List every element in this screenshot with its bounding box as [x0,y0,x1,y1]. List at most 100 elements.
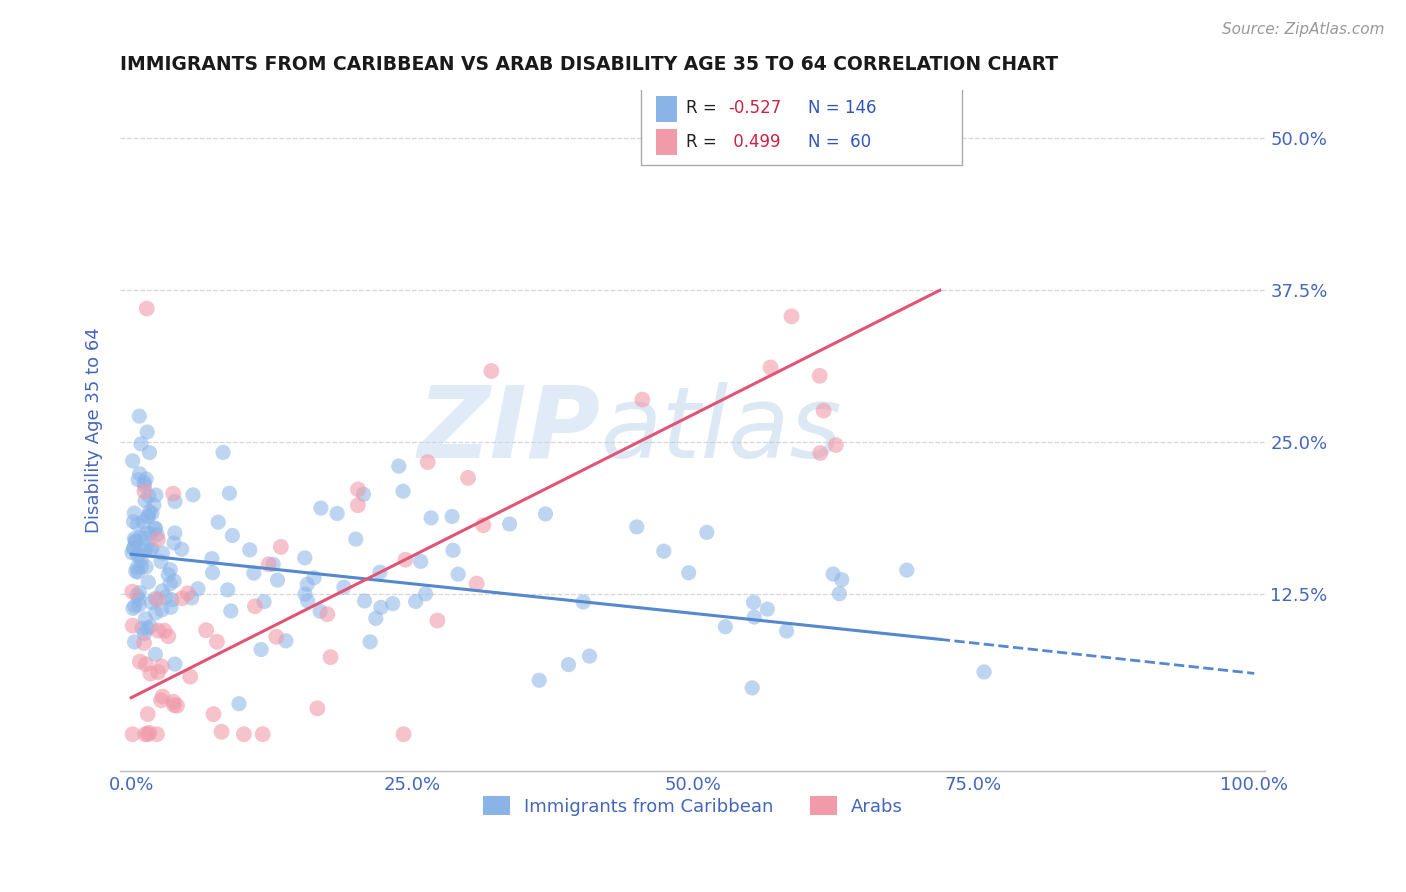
Point [132,636,155,650]
Point [128,548,150,562]
Point [828,587,851,601]
Point [128,585,150,599]
Point [714,620,737,634]
Point [696,525,718,540]
Point [202,707,225,722]
Point [124,599,146,613]
Point [152,690,174,704]
Point [136,425,159,439]
Point [307,701,329,715]
Point [252,727,274,741]
Point [678,566,700,580]
Text: atlas: atlas [602,382,842,479]
Point [409,554,432,568]
Point [163,536,186,550]
Point [162,695,184,709]
Point [257,558,280,572]
Point [370,600,392,615]
Point [309,604,332,618]
Point [163,494,186,508]
Point [742,610,765,624]
Point [157,629,180,643]
Point [270,540,292,554]
Point [128,655,150,669]
Point [756,602,779,616]
Point [132,515,155,529]
Point [138,445,160,459]
Point [333,580,356,594]
Text: R =: R = [686,133,721,151]
Point [127,560,149,574]
Point [124,506,146,520]
Point [824,438,846,452]
Point [125,534,148,549]
Point [160,592,183,607]
Point [125,588,148,602]
Point [253,595,276,609]
Point [368,565,391,579]
Point [557,657,579,672]
Legend: Immigrants from Caribbean, Arabs: Immigrants from Caribbean, Arabs [475,789,910,823]
Point [146,624,169,638]
Point [122,515,145,529]
Point [294,587,316,601]
Point [145,488,167,502]
Point [141,507,163,521]
Point [136,541,159,555]
Point [177,586,200,600]
Point [162,486,184,500]
Point [135,657,157,672]
Point [742,595,765,609]
Point [831,573,853,587]
Text: ZIP: ZIP [418,382,602,479]
Point [166,698,188,713]
Point [529,673,551,688]
Point [170,591,193,606]
Point [146,592,169,607]
Point [359,635,381,649]
Point [221,528,243,542]
Point [139,619,162,633]
Point [896,563,918,577]
Point [416,455,439,469]
Point [201,551,224,566]
Point [139,542,162,557]
Point [127,549,149,563]
Point [129,437,152,451]
Point [143,521,166,535]
Point [973,665,995,679]
Text: N = 146: N = 146 [808,99,877,117]
Point [294,550,316,565]
Point [122,541,145,555]
Point [353,594,375,608]
Point [155,590,177,604]
Point [121,454,143,468]
Point [274,633,297,648]
Point [219,604,242,618]
Point [146,727,169,741]
Point [136,510,159,524]
Point [121,546,143,560]
Point [626,520,648,534]
Point [447,567,470,582]
Point [201,566,224,580]
FancyBboxPatch shape [657,95,676,122]
Point [441,509,464,524]
Point [131,559,153,574]
Point [808,446,831,460]
Point [163,657,186,671]
Point [808,368,831,383]
Point [326,507,349,521]
Point [302,571,325,585]
Point [150,693,173,707]
Point [129,553,152,567]
Point [146,527,169,541]
Point [134,493,156,508]
Point [309,501,332,516]
Point [218,486,240,500]
Point [134,475,156,490]
Text: -0.527: -0.527 [728,99,782,117]
Point [266,630,288,644]
Point [243,566,266,580]
Point [139,666,162,681]
